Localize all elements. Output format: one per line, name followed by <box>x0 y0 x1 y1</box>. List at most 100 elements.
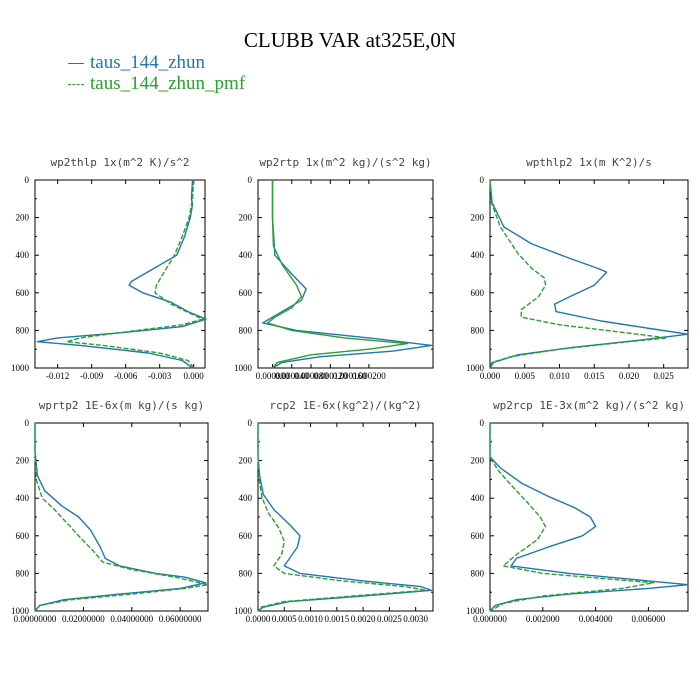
y-tick-label: 0 <box>248 175 253 185</box>
x-tick-label: -0.009 <box>80 371 104 381</box>
legend-line-icon <box>68 63 84 65</box>
y-tick-label: 400 <box>471 250 485 260</box>
x-tick-label: 0.04000000 <box>110 614 153 624</box>
x-tick-label: 0.0030 <box>403 614 428 624</box>
y-tick-label: 200 <box>471 213 485 223</box>
y-tick-label: 800 <box>239 568 253 578</box>
series-line <box>34 423 207 612</box>
y-tick-label: 800 <box>239 325 253 335</box>
y-tick-label: 400 <box>471 493 485 503</box>
y-tick-label: 200 <box>16 456 30 466</box>
y-tick-label: 600 <box>239 531 253 541</box>
chart-panel: wp2rtp 1x(m^2 kg)/(s^2 kg) 0 200 400 600 800 1… <box>234 156 434 381</box>
x-tick-label: -0.003 <box>148 371 172 381</box>
y-tick-label: 0 <box>480 418 485 428</box>
chart-panel: wprtp2 1E-6x(m kg)/(s kg) 0 200 400 600 800 10… <box>11 399 209 624</box>
x-tick-label: -0.012 <box>46 371 69 381</box>
y-tick-label: 800 <box>471 568 485 578</box>
panel-title: wp2rcp 1E-3x(m^2 kg)/(s^2 kg) <box>493 399 685 412</box>
x-tick-label: 0.0025 <box>377 614 402 624</box>
figure-title: CLUBB VAR at325E,0N <box>243 28 457 52</box>
series-line <box>489 423 655 612</box>
chart-panel: wp2thlp 1x(m^2 K)/s^2 0 200 400 600 800 1000 -0… <box>11 156 207 381</box>
y-tick-label: 400 <box>16 493 30 503</box>
y-tick-label: 0 <box>248 418 253 428</box>
x-tick-label: 0.0015 <box>324 614 349 624</box>
panel-title: wprtp2 1E-6x(m kg)/(s kg) <box>39 399 205 412</box>
chart-panel: wp2rcp 1E-3x(m^2 kg)/(s^2 kg) 0 200 400 600 8… <box>466 399 689 624</box>
panel-title: rcp2 1E-6x(kg^2)/(kg^2) <box>269 399 421 412</box>
y-tick-label: 400 <box>239 493 253 503</box>
y-tick-label: 200 <box>16 213 30 223</box>
y-tick-label: 0 <box>480 175 485 185</box>
y-tick-label: 200 <box>239 456 253 466</box>
x-tick-label: 0.000200 <box>352 371 386 381</box>
series-line <box>266 180 409 369</box>
panel-title: wp2thlp 1x(m^2 K)/s^2 <box>50 156 189 169</box>
x-tick-label: 0.000120 <box>313 371 347 381</box>
y-tick-label: 600 <box>471 531 485 541</box>
x-tick-label: 0.000080 <box>294 371 328 381</box>
x-tick-label: -0.006 <box>114 371 138 381</box>
series-line <box>66 179 204 369</box>
x-tick-label: 0.06000000 <box>159 614 202 624</box>
y-tick-label: 1000 <box>466 363 485 373</box>
y-tick-label: 600 <box>239 288 253 298</box>
series-line <box>489 179 689 369</box>
plot-frame <box>257 422 434 612</box>
x-tick-label: 0.000 <box>480 371 501 381</box>
series-line <box>34 423 209 612</box>
x-tick-label: 0.0005 <box>272 614 297 624</box>
x-tick-label: 0.010 <box>549 371 570 381</box>
x-tick-label: 0.015 <box>584 371 605 381</box>
y-tick-label: 1000 <box>11 363 30 373</box>
y-tick-label: 0 <box>25 175 30 185</box>
y-tick-label: 600 <box>16 288 30 298</box>
series-line <box>489 179 668 369</box>
y-tick-label: 400 <box>239 250 253 260</box>
y-tick-label: 0 <box>25 418 30 428</box>
x-tick-label: 0.000040 <box>275 371 309 381</box>
y-tick-label: 800 <box>16 568 30 578</box>
panel-title: wpthlp2 1x(m K^2)/s <box>526 156 652 169</box>
legend-entry-taus-144-zhun-pmf: taus_144_zhun_pmf <box>68 73 245 95</box>
series-line <box>257 423 433 612</box>
x-tick-label: 0.000160 <box>333 371 367 381</box>
x-tick-label: 0.00000000 <box>14 614 57 624</box>
x-tick-label: 0.000000 <box>473 614 507 624</box>
panel-title: wp2rtp 1x(m^2 kg)/(s^2 kg) <box>259 156 431 169</box>
x-tick-label: 0.0010 <box>298 614 323 624</box>
x-tick-label: 0.0000 <box>246 614 271 624</box>
chart-panel: wpthlp2 1x(m K^2)/s020040060080010000.00… <box>466 156 689 381</box>
legend-label: taus_144_zhun <box>90 52 206 73</box>
x-tick-label: 0.02000000 <box>62 614 105 624</box>
series-line <box>36 179 207 369</box>
plot-frame <box>257 179 434 369</box>
y-tick-label: 400 <box>16 250 30 260</box>
plot-frame <box>489 179 689 369</box>
y-tick-label: 1000 <box>11 606 30 616</box>
x-tick-label: 0.0020 <box>351 614 376 624</box>
series-line <box>257 423 427 612</box>
legend-entry-taus-144-zhun: taus_144_zhun <box>68 52 205 74</box>
y-tick-label: 600 <box>16 531 30 541</box>
x-tick-label: 0.020 <box>619 371 640 381</box>
chart-panel: rcp2 1E-6x(kg^2)/(kg^2) 0 200 400 600 800 1000… <box>234 399 434 624</box>
legend-label: taus_144_zhun_pmf <box>90 73 246 94</box>
x-tick-label: 0.002000 <box>526 614 560 624</box>
y-tick-label: 600 <box>471 288 485 298</box>
y-tick-label: 800 <box>16 325 30 335</box>
x-tick-label: 0.000000 <box>256 371 290 381</box>
y-tick-label: 1000 <box>234 606 253 616</box>
y-tick-label: 1000 <box>466 606 485 616</box>
x-tick-label: 0.004000 <box>579 614 613 624</box>
x-tick-label: 0.025 <box>654 371 675 381</box>
legend-line-icon <box>68 84 84 86</box>
y-tick-label: 200 <box>471 456 485 466</box>
x-tick-label: 0.006000 <box>632 614 666 624</box>
y-tick-label: 1000 <box>234 363 253 373</box>
plot-frame <box>34 179 206 369</box>
series-line <box>489 423 689 612</box>
x-tick-label: 0.005 <box>515 371 536 381</box>
